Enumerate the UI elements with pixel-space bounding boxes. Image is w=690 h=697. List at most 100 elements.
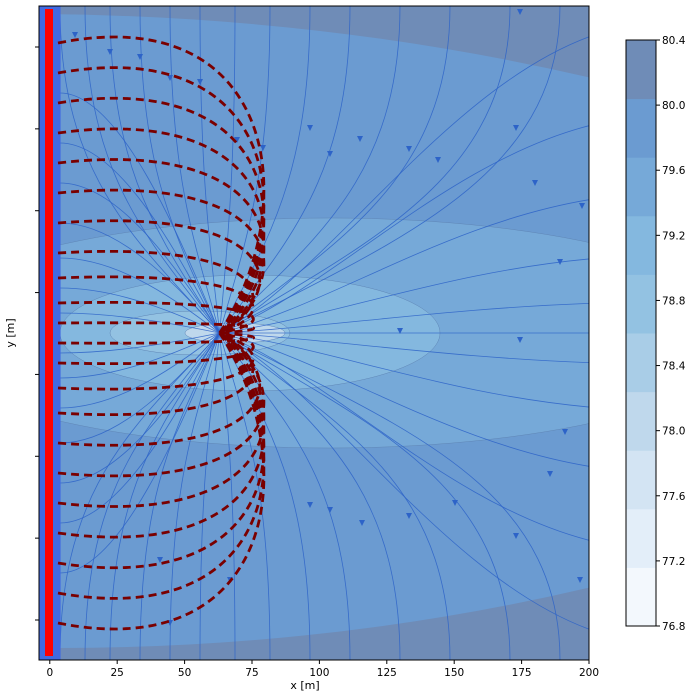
streamline-r6: [219, 332, 589, 363]
boundary-strip: [39, 6, 61, 660]
stream-arrow-3: [167, 75, 173, 81]
colorbar-band-6: [626, 215, 656, 275]
colorbar-label-7: 79.6: [662, 165, 686, 177]
stream-arrow-28: [577, 577, 583, 583]
flowpath-15: [57, 331, 261, 447]
flowpath-3: [57, 127, 266, 334]
stream-arrow-16: [397, 328, 403, 334]
flowpath-9: [57, 300, 255, 335]
streamline-t6: [219, 6, 236, 334]
streamline-l13: [59, 332, 221, 574]
streamline-r3: [219, 258, 589, 334]
flowpath-7: [57, 249, 255, 335]
x-tick-label-2: 50: [178, 667, 191, 679]
streamline-t8: [219, 6, 311, 334]
x-tick-label-5: 125: [377, 667, 397, 679]
stream-arrow-10: [406, 146, 412, 152]
streamline-l12: [59, 332, 220, 524]
stream-arrow-29: [517, 9, 523, 15]
x-tick-label-7: 175: [512, 667, 532, 679]
streamline-t0: [59, 6, 220, 334]
x-tick-label-0: 0: [46, 667, 53, 679]
streamline-b13: [219, 332, 561, 660]
flowpath-10: [57, 321, 255, 335]
stream-arrow-27: [562, 429, 568, 435]
colorbar-label-9: 80.4: [662, 35, 686, 47]
streamline-l4: [59, 257, 220, 334]
colorbar-band-5: [626, 274, 656, 334]
flow-paths: [57, 35, 266, 631]
streamline-r8: [219, 332, 589, 467]
colorbar-label-5: 78.8: [662, 295, 685, 307]
streamline-t7: [219, 6, 271, 334]
stream-arrow-15: [557, 259, 563, 265]
streamline-t2: [109, 6, 220, 334]
y-axis: [35, 46, 39, 621]
colorbar-band-8: [626, 98, 656, 158]
streamline-b2: [109, 332, 220, 660]
streamline-b3: [139, 332, 221, 660]
colorbar-label-4: 78.4: [662, 361, 686, 373]
streamline-b11: [219, 332, 451, 660]
streamline-t12: [219, 6, 511, 334]
flowpath-20: [57, 332, 266, 600]
boundary-strip-red: [45, 9, 53, 656]
stream-arrow-4: [197, 79, 203, 85]
streamline-b10: [219, 332, 401, 660]
colorbar: 76.8 77.2 77.6 78.0 78.4 78.8 79.2 79.6 80.0 80.4: [625, 35, 686, 633]
streamline-b4: [169, 332, 221, 660]
colorbar-label-2: 77.6: [662, 491, 686, 503]
streamline-t4: [169, 6, 221, 334]
streamline-b1: [84, 332, 220, 660]
colorbar-band-1: [626, 508, 656, 568]
stream-arrow-17: [517, 337, 523, 343]
stream-arrow-12: [513, 125, 519, 131]
colorbar-label-0: 76.8: [662, 621, 685, 633]
x-tick-label-1: 25: [110, 667, 123, 679]
stream-arrow-8: [327, 151, 333, 157]
x-tick-label-3: 75: [245, 667, 258, 679]
streamline-r4: [219, 303, 589, 334]
colorbar-label-3: 78.0: [662, 426, 685, 438]
stream-arrow-22: [359, 520, 365, 526]
flowpath-21: [57, 332, 266, 631]
colorbar-band-3: [626, 391, 656, 451]
streamline-t5: [199, 6, 221, 334]
streamline-b7: [219, 332, 271, 660]
x-tick-label-8: 200: [579, 667, 599, 679]
streamline-l11: [59, 332, 220, 484]
flowpath-17: [57, 331, 266, 508]
stream-arrow-24: [452, 500, 458, 506]
stream-arrow-23: [406, 513, 412, 519]
x-axis: 0 25 50 75 100 125 150 175 200: [46, 660, 599, 679]
colorbar-band-4: [626, 333, 656, 393]
x-tick-label-4: 100: [309, 667, 329, 679]
stream-arrow-26: [547, 471, 553, 477]
streamline-l0: [59, 92, 221, 334]
streamline-r2: [219, 199, 589, 334]
streamline-r10: [219, 332, 589, 630]
plot-frame: [38, 5, 590, 661]
stream-arrow-14: [579, 203, 585, 209]
stream-arrow-5: [234, 137, 240, 143]
streamline-l5: [59, 287, 220, 334]
contour-fills: [39, 14, 589, 649]
streamline-b8: [219, 332, 311, 660]
streamline-l6: [59, 312, 220, 334]
flowpath-11: [57, 331, 255, 345]
flowpath-0: [57, 35, 266, 334]
streamline-r0: [219, 36, 589, 334]
streamline-l9: [59, 332, 220, 409]
stream-arrow-21: [327, 507, 333, 513]
x-axis-label: x [m]: [290, 679, 319, 692]
streamline-b6: [219, 332, 236, 660]
streamline-b12: [219, 332, 511, 660]
flowpath-2: [57, 96, 266, 334]
stream-arrow-9: [357, 136, 363, 142]
stream-arrow-25: [513, 533, 519, 539]
flowpath-8: [57, 275, 255, 335]
streamline-r9: [219, 332, 589, 541]
stream-arrow-13: [532, 180, 538, 186]
stream-arrow-11: [435, 157, 441, 163]
